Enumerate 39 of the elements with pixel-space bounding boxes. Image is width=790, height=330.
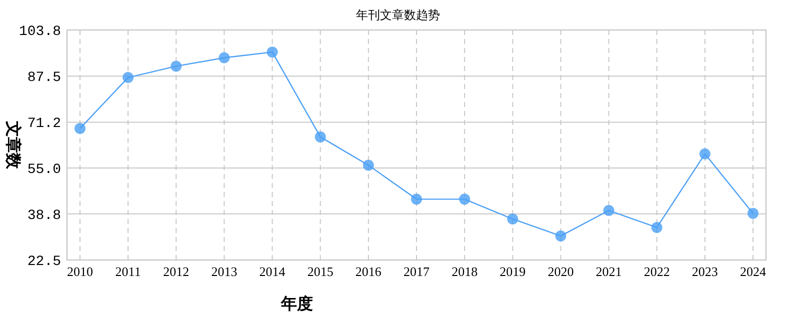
x-tick-label: 2019 [500,264,526,279]
x-tick-label: 2015 [307,264,334,279]
point [459,194,470,205]
point [411,194,422,205]
x-tick-label: 2023 [692,264,718,279]
point [74,122,86,134]
x-tick-label: 2020 [548,264,574,279]
x-axis-title: 年度 [280,294,313,313]
point [651,222,662,233]
y-tick-label: 22.5 [27,254,61,270]
x-tick-label: 2022 [644,264,670,279]
x-tick-label: 2011 [115,264,141,279]
point [507,213,518,224]
chart-title: 年刊文章数趋势 [356,8,440,22]
x-tick-label: 2012 [163,264,190,279]
point [699,148,710,160]
y-axis-title: 文章数 [4,120,23,170]
point [314,131,326,142]
y-tick-label: 71.2 [27,116,61,132]
point [122,72,134,84]
point [266,46,278,58]
x-tick-label: 2018 [452,264,478,279]
point [603,204,614,216]
point [170,60,182,72]
point [555,230,566,242]
y-tick-label: 87.5 [27,70,61,86]
y-tick-label: 55.0 [27,162,61,178]
x-tick-label: 2024 [740,264,766,279]
y-tick-label: 38.8 [27,208,61,224]
x-tick-label: 2014 [259,264,286,279]
x-tick-label: 2010 [67,264,93,279]
y-tick-label: 103.8 [18,24,61,40]
x-tick-label: 2021 [596,264,622,279]
x-tick-label: 2017 [404,264,430,279]
point [362,160,374,171]
point [218,52,230,64]
point [748,208,758,219]
x-tick-label: 2016 [355,264,382,279]
x-tick-label: 2013 [211,264,238,279]
